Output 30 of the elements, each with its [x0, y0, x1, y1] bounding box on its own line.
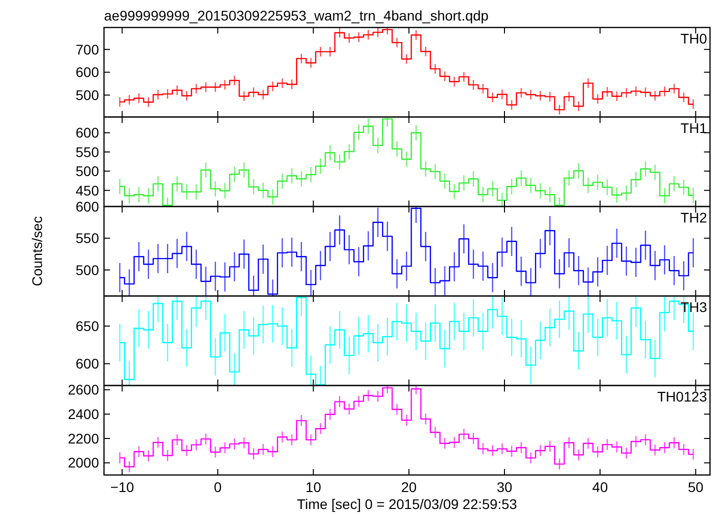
x-tick-label: 30: [496, 479, 512, 495]
y-tick-label: 600: [76, 124, 100, 141]
x-tick-label: 20: [401, 479, 417, 495]
y-tick-label: 450: [76, 182, 100, 198]
y-tick-label: 2200: [68, 430, 100, 446]
x-tick-label: 0: [214, 479, 222, 495]
y-axis-title: Counts/sec: [29, 216, 45, 286]
y-tick-label: 600: [76, 198, 100, 214]
y-tick-label: 700: [76, 41, 100, 58]
y-tick-label: 500: [76, 86, 100, 103]
x-tick-label: 50: [688, 479, 704, 495]
text: TH1: [680, 120, 708, 136]
x-tick-label: 10: [306, 479, 322, 495]
y-tick-label: 2000: [68, 454, 100, 471]
x-tick-label: 40: [592, 479, 608, 495]
text: TH0: [680, 30, 708, 46]
y-tick-label: 600: [76, 356, 100, 372]
y-tick-label: 600: [76, 64, 100, 80]
y-tick-label: 500: [76, 262, 100, 278]
y-tick-label: 650: [76, 318, 100, 334]
x-tick-label: −10: [110, 479, 134, 495]
text: TH0123: [657, 388, 708, 404]
y-tick-label: 550: [76, 230, 100, 246]
y-tick-label: 2600: [68, 382, 100, 398]
y-tick-label: 550: [76, 144, 100, 160]
y-tick-label: 2400: [68, 406, 100, 422]
chart-title: ae999999999_20150309225953_wam2_trn_4band_short.qdp: [104, 8, 489, 24]
text: TH2: [680, 210, 708, 226]
x-axis-title: Time [sec] 0 = 2015/03/09 22:59:53: [296, 496, 518, 512]
y-tick-label: 500: [76, 163, 100, 180]
